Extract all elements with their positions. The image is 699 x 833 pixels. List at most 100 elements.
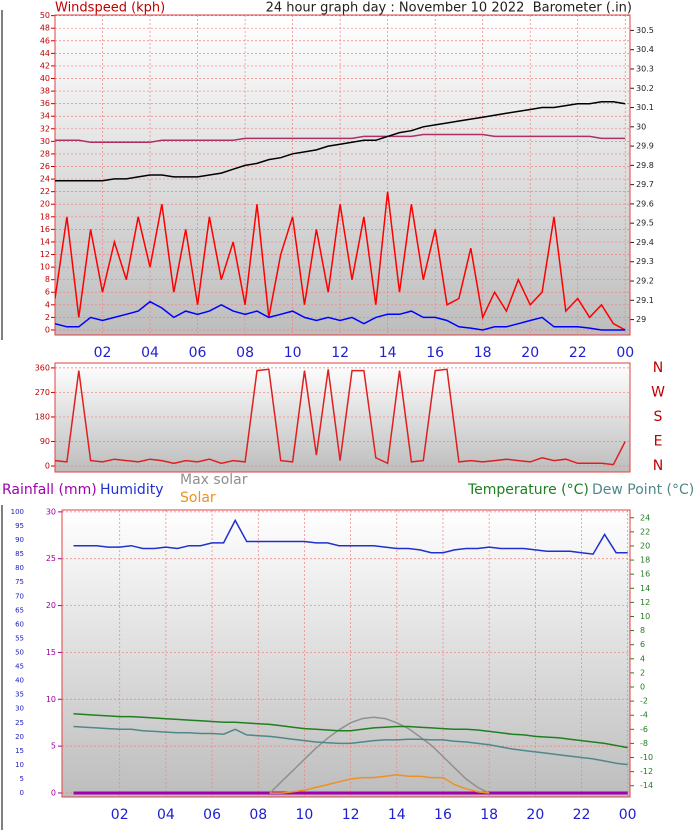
y-label: Windspeed (kph) <box>55 1 165 16</box>
y3-tick-label: 30 <box>15 705 24 713</box>
y2-tick-label: 30.3 <box>636 64 654 73</box>
y2-tick-label: 6 <box>640 640 645 649</box>
y2-tick-label: 18 <box>640 556 650 565</box>
y2-tick-label: 30.2 <box>636 84 654 93</box>
y-tick-label: 30 <box>40 137 50 146</box>
y-tick-label: 360 <box>35 363 50 372</box>
x-tick-label: 12 <box>331 345 349 361</box>
y3-tick-label: 55 <box>15 634 24 642</box>
y2-tick-label: 12 <box>640 598 650 607</box>
x-tick-label: 16 <box>434 807 452 823</box>
y2-tick-label: 20 <box>640 541 650 550</box>
y-tick-label: 24 <box>40 175 50 184</box>
title: 24 hour graph day : November 10 2022 <box>266 1 525 16</box>
y-tick-label: 20 <box>40 200 50 209</box>
y2-label: Barometer (.in) <box>533 1 632 16</box>
y2-tick-label: 4 <box>640 654 645 663</box>
y2-tick-label: 30.4 <box>636 45 654 54</box>
series-line <box>73 725 628 766</box>
y2-tick-label: 29.2 <box>636 277 654 286</box>
series-line <box>55 368 626 466</box>
y-tick-label: 270 <box>35 388 50 397</box>
y3-tick-label: 25 <box>15 719 24 727</box>
y-tick-label: 20 <box>46 601 56 610</box>
y-tick-label: 6 <box>45 288 50 297</box>
y2-tick-label: 24 <box>640 513 650 522</box>
legend-label: Max solar <box>180 472 248 488</box>
y2-tick-label: N <box>653 360 663 376</box>
series-line <box>55 300 626 331</box>
y2-tick-label: -10 <box>640 753 653 762</box>
y-tick-label: 15 <box>46 648 56 657</box>
y2-tick-label: -6 <box>640 725 648 734</box>
y2-tick-label: 22 <box>640 527 650 536</box>
y3-tick-label: 10 <box>15 761 24 769</box>
y2-tick-label: 29.3 <box>636 257 654 266</box>
x-tick-label: 00 <box>616 345 634 361</box>
x-tick-label: 10 <box>284 345 302 361</box>
y3-tick-label: 35 <box>15 691 24 699</box>
y2-tick-label: -8 <box>640 739 648 748</box>
y3-tick-label: 100 <box>11 508 24 516</box>
y-tick-label: 30 <box>46 507 56 516</box>
y2-tick-label: -2 <box>640 697 648 706</box>
y3-tick-label: 85 <box>15 550 24 558</box>
y2-tick-label: 29 <box>636 315 646 324</box>
y-tick-label: 8 <box>45 275 50 284</box>
series-line <box>55 100 626 182</box>
y-tick-label: 16 <box>40 225 50 234</box>
y3-tick-label: 95 <box>15 522 24 530</box>
y-tick-label: 4 <box>45 300 50 309</box>
y-tick-label: 5 <box>51 742 56 751</box>
y-tick-label: 10 <box>40 263 50 272</box>
y2-tick-label: 16 <box>640 570 650 579</box>
legend-label: Solar <box>180 490 216 506</box>
y2-tick-label: 29.7 <box>636 180 654 189</box>
y-tick-label: 40 <box>40 74 50 83</box>
legend-label: Temperature (°C) <box>467 482 589 498</box>
y-tick-label: 42 <box>40 61 50 70</box>
x-tick-label: 18 <box>480 807 498 823</box>
y3-tick-label: 65 <box>15 606 24 614</box>
y-tick-label: 46 <box>40 36 50 45</box>
y3-tick-label: 75 <box>15 578 24 586</box>
series-line <box>269 774 490 794</box>
y2-tick-label: 14 <box>640 584 650 593</box>
x-tick-label: 06 <box>203 807 221 823</box>
plot-area <box>55 363 630 472</box>
y2-tick-label: 29.4 <box>636 238 654 247</box>
x-tick-label: 02 <box>94 345 112 361</box>
y-tick-label: 32 <box>40 124 50 133</box>
y2-tick-label: 30.5 <box>636 26 654 35</box>
y2-tick-label: 0 <box>640 682 645 691</box>
y-tick-label: 0 <box>45 462 50 471</box>
plot-frame <box>61 509 631 798</box>
y2-tick-label: -4 <box>640 711 648 720</box>
y-tick-label: 2 <box>45 313 50 322</box>
x-tick-label: 14 <box>379 345 397 361</box>
y2-tick-label: 29.1 <box>636 296 654 305</box>
legend-label: Dew Point (°C) <box>592 482 694 498</box>
x-tick-label: 04 <box>141 345 159 361</box>
y3-tick-label: 50 <box>15 649 24 657</box>
y-tick-label: 0 <box>45 325 50 334</box>
y3-tick-label: 70 <box>15 592 24 600</box>
y-tick-label: 90 <box>40 437 50 446</box>
y-tick-label: 18 <box>40 212 50 221</box>
x-tick-label: 08 <box>236 345 254 361</box>
y-tick-label: 10 <box>46 695 56 704</box>
plot-frame <box>54 362 631 473</box>
y2-tick-label: 29.9 <box>636 142 654 151</box>
x-tick-label: 04 <box>157 807 175 823</box>
y3-tick-label: 20 <box>15 733 24 741</box>
y3-tick-label: 40 <box>15 677 24 685</box>
y-tick-label: 36 <box>40 99 50 108</box>
legend-label: Rainfall (mm) <box>2 482 97 498</box>
y-tick-label: 50 <box>40 11 50 20</box>
y2-tick-label: 8 <box>640 626 645 635</box>
y2-tick-label: 29.8 <box>636 161 654 170</box>
y2-tick-label: E <box>654 433 663 449</box>
y3-tick-label: 45 <box>15 663 24 671</box>
legend-label: Humidity <box>100 482 163 498</box>
